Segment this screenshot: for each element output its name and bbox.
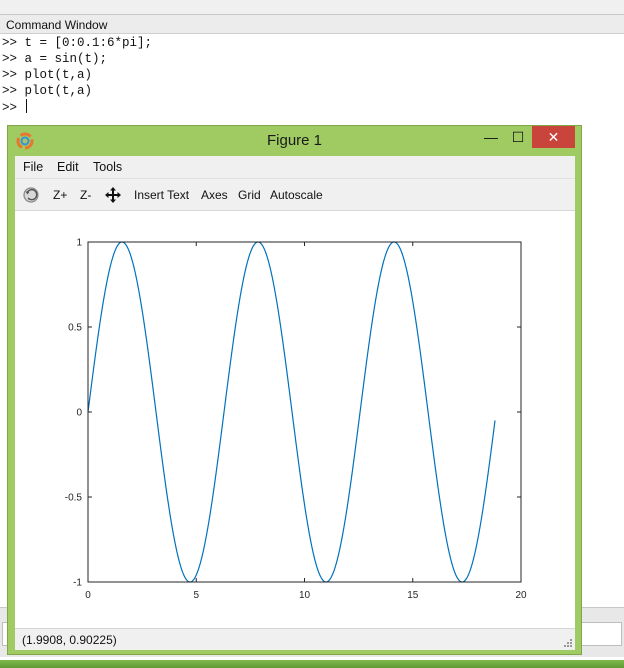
command-line: >> a = sin(t); xyxy=(2,52,108,66)
zoom-in-button[interactable]: Z+ xyxy=(53,188,68,202)
menu-tools[interactable]: Tools xyxy=(93,160,123,174)
resize-grip-icon[interactable] xyxy=(564,639,572,647)
series-line xyxy=(87,241,496,583)
taskbar-edge xyxy=(0,660,624,668)
minimize-button[interactable]: — xyxy=(484,129,498,145)
x-tick-label: 20 xyxy=(515,590,527,601)
axes-button[interactable]: Axes xyxy=(201,188,228,202)
zoom-out-button[interactable]: Z- xyxy=(80,188,92,202)
y-tick-label: 0.5 xyxy=(68,323,82,334)
command-prompt[interactable]: >> xyxy=(2,99,27,116)
figure-statusbar: (1.9908, 0.90225) xyxy=(15,628,575,650)
command-line: >> plot(t,a) xyxy=(2,68,93,82)
close-button[interactable]: ✕ xyxy=(532,126,575,148)
figure-menubar: File Edit Tools xyxy=(15,156,575,178)
command-window-title: Command Window xyxy=(6,18,108,32)
figure-toolbar: Z+ Z- Insert Text Axes Grid Autoscale xyxy=(15,178,575,211)
x-tick-label: 5 xyxy=(193,590,199,601)
x-tick-label: 15 xyxy=(407,590,419,601)
menu-file[interactable]: File xyxy=(23,160,44,174)
x-tick-label: 0 xyxy=(85,590,91,601)
maximize-button[interactable]: ☐ xyxy=(511,129,525,145)
rotate-icon[interactable] xyxy=(21,185,41,205)
plot-area[interactable]: 0 5 10 15 20 -1 -0.5 0 0.5 1 xyxy=(15,212,575,628)
pan-icon[interactable] xyxy=(103,185,123,205)
prompt-text: >> xyxy=(2,101,25,115)
figure-client: File Edit Tools Z+ Z- Insert Text Axes G… xyxy=(15,156,575,650)
text-cursor xyxy=(25,99,27,113)
command-window-header: Command Window xyxy=(0,15,624,34)
axes-box xyxy=(87,241,522,583)
y-tick-label: -1 xyxy=(73,578,82,589)
menu-edit[interactable]: Edit xyxy=(57,160,79,174)
y-tick-label: 1 xyxy=(76,238,82,249)
y-tick-label: 0 xyxy=(76,408,82,419)
autoscale-button[interactable]: Autoscale xyxy=(270,188,323,202)
insert-text-button[interactable]: Insert Text xyxy=(134,188,190,202)
octave-logo-icon xyxy=(16,132,34,150)
x-tick-label: 10 xyxy=(299,590,311,601)
cursor-coordinates: (1.9908, 0.90225) xyxy=(22,633,117,647)
top-strip xyxy=(0,0,624,15)
figure-title: Figure 1 xyxy=(266,132,323,149)
command-line: >> plot(t,a) xyxy=(2,84,93,98)
sine-plot[interactable]: 0 5 10 15 20 -1 -0.5 0 0.5 1 xyxy=(15,212,575,628)
figure-window[interactable]: Figure 1 — ☐ ✕ File Edit Tools Z+ Z- Ins… xyxy=(7,125,582,655)
command-line: >> t = [0:0.1:6*pi]; xyxy=(2,36,153,50)
grid-button[interactable]: Grid xyxy=(238,188,261,202)
figure-titlebar[interactable]: Figure 1 — ☐ ✕ xyxy=(8,126,581,156)
y-tick-label: -0.5 xyxy=(65,493,83,504)
